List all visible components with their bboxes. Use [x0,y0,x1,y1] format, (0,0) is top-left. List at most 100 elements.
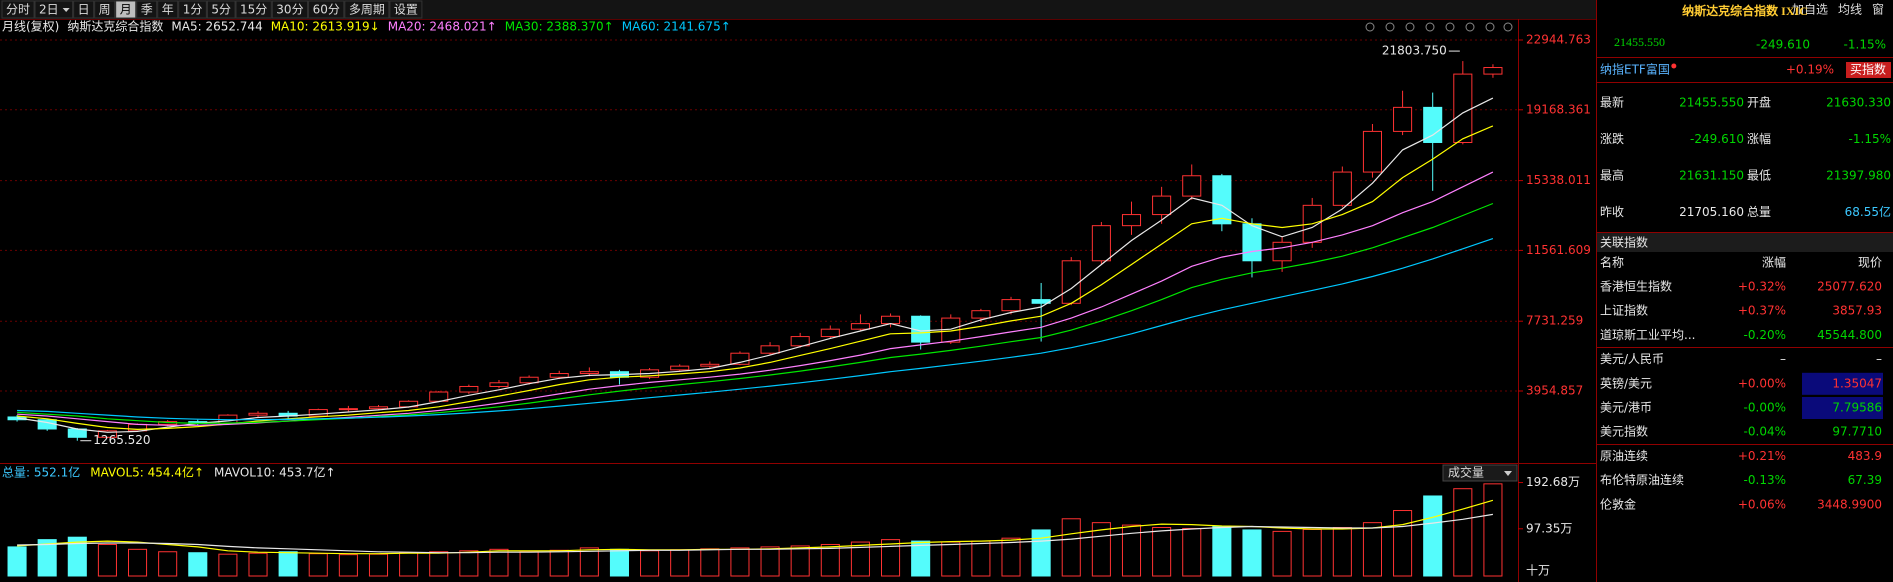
stat-value: 21630.330 [1826,96,1891,110]
icon[interactable] [1425,22,1435,32]
related-name[interactable]: 英镑/美元 [1600,375,1652,390]
icon[interactable] [1365,22,1375,32]
volume-bar [881,539,901,577]
volume-legend: MAVOL10: 453.7亿↑ [214,465,335,480]
period-tab[interactable]: 分时 [6,3,30,17]
related-price: 1.35047 [1832,376,1882,390]
section-title: 关联指数 [1600,235,1648,250]
period-tab[interactable]: 季 [141,3,153,17]
related-change: -0.13% [1744,473,1786,487]
candle-body [700,363,720,367]
period-tab[interactable]: 多周期 [349,3,385,17]
candle-body [1121,214,1142,227]
stat-label: 昨收 [1600,205,1624,219]
tab-bg[interactable] [389,0,423,19]
volume-bar [1212,526,1232,577]
buy-button[interactable] [1846,62,1891,78]
related-change: -0.20% [1744,328,1786,342]
related-change: +0.21% [1738,449,1786,463]
candle-body [730,352,750,365]
toolbar-action[interactable]: 均线 [1838,3,1862,17]
period-tab[interactable]: 年 [162,3,174,17]
candle-body [579,371,599,375]
tab-bg[interactable] [115,0,137,19]
volume-bar [579,547,599,577]
candle-body [97,430,117,438]
etf-pct: +0.19% [1786,63,1834,77]
period-tab[interactable]: 月 [120,3,132,17]
tab-bg[interactable] [178,0,207,19]
axis-unit: 十万 [1526,564,1550,578]
tab-bg[interactable] [235,0,272,19]
related-name[interactable]: 上证指数 [1600,303,1648,318]
period-tab[interactable]: 30分 [276,3,303,17]
period-tab[interactable]: 日 [78,3,90,17]
period-tab[interactable]: 周 [99,3,111,17]
related-name[interactable]: 美元/人民币 [1600,352,1664,366]
stat-label: 涨幅 [1747,131,1771,146]
buy-button-label[interactable]: 买指数 [1850,62,1886,77]
icon[interactable] [1385,22,1395,32]
price-highlight [1802,372,1883,395]
volume-bar [549,549,569,577]
period-tab[interactable]: 15分 [240,3,267,17]
related-name[interactable]: 原油连续 [1600,448,1648,463]
volume-bar [1152,527,1172,577]
tab-bg[interactable] [73,0,95,19]
tab-bg[interactable] [206,0,236,19]
tab-bg[interactable] [344,0,390,19]
volume-bar [37,539,57,577]
y-tick-label: 15338.011 [1526,173,1591,187]
period-tab[interactable]: 设置 [394,3,418,17]
volume-bar [67,536,87,577]
icon[interactable] [1465,22,1475,32]
related-name[interactable]: 伦敦金 [1600,496,1636,511]
column-header: 现价 [1858,256,1882,270]
related-name[interactable]: 布伦特原油连续 [1600,472,1684,487]
candle-body [760,345,780,354]
period-tab[interactable]: 5分 [211,3,231,17]
tab-bg[interactable] [34,0,74,19]
tab-bg[interactable] [308,0,345,19]
period-tab[interactable]: 1分 [183,3,203,17]
related-price: 67.39 [1848,473,1882,487]
candle-body [489,382,509,387]
volume-bar [1423,495,1443,577]
tab-bg[interactable] [1,0,35,19]
selector-label[interactable]: 成交量 [1448,465,1484,480]
candle-body [308,409,328,417]
candle-body [1152,195,1172,216]
legend-item: MA20: 2468.021↑ [388,20,497,34]
legend-item: MA60: 2141.675↑ [622,20,731,34]
tab-bg[interactable] [157,0,179,19]
tab-bg[interactable] [271,0,309,19]
candle-body [1272,241,1292,262]
volume-legend: 总量: 552.1亿 [2,465,80,480]
y-tick-label: 7731.259 [1526,314,1583,328]
related-name[interactable]: 香港恒生指数 [1600,279,1672,294]
selector-box[interactable] [1442,464,1518,482]
volume-bar [850,541,870,577]
toolbar-action[interactable]: 窗 [1872,3,1884,17]
tab-bg[interactable] [136,0,158,19]
related-price: 3857.93 [1832,304,1882,318]
related-name[interactable]: 美元指数 [1600,424,1648,439]
icon[interactable] [1503,22,1513,32]
related-name[interactable]: 道琼斯工业平均... [1600,327,1695,342]
etf-name[interactable]: 纳指ETF富国 [1600,62,1670,77]
volume-legend: MAVOL5: 454.4亿↑ [90,465,204,480]
stat-value: 21705.160 [1679,205,1744,219]
related-name[interactable]: 美元/港币 [1600,401,1652,415]
related-price: 25077.620 [1817,280,1882,294]
icon[interactable] [1445,22,1455,32]
tab-bg[interactable] [94,0,116,19]
toolbar-action[interactable]: 加自选 [1792,3,1828,17]
icon[interactable] [1485,22,1495,32]
icon[interactable] [1405,22,1415,32]
period-tab[interactable]: 2日 [39,3,59,17]
candle-body [971,310,991,319]
period-tab[interactable]: 60分 [313,3,340,17]
candle-body [1091,225,1111,262]
candle-body [1001,299,1021,312]
